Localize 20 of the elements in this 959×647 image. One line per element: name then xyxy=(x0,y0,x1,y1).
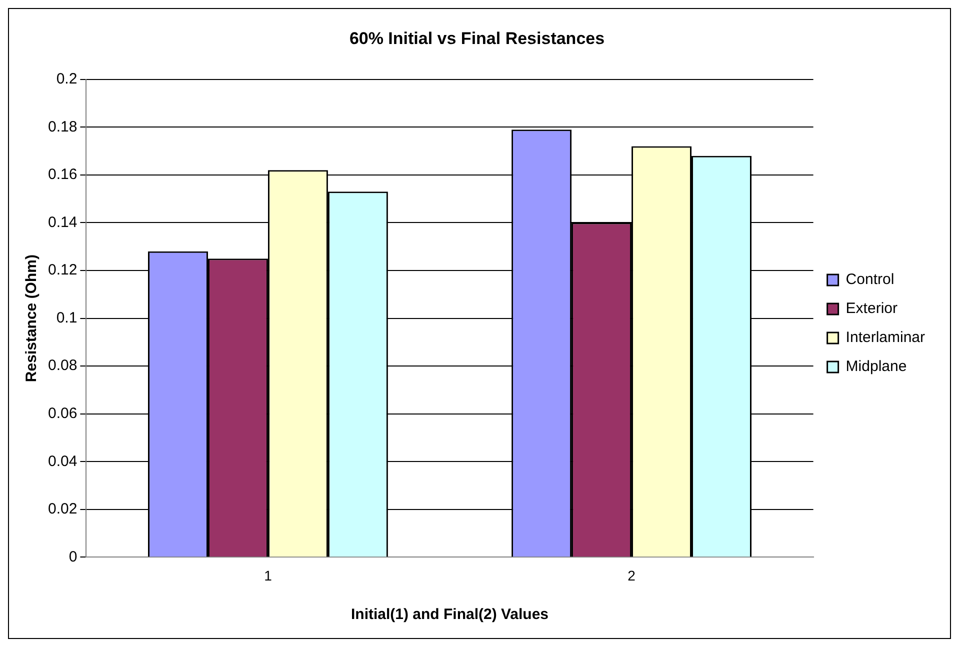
y-tick-label: 0.14 xyxy=(48,214,78,231)
chart-title: 60% Initial vs Final Resistances xyxy=(349,28,605,48)
y-tick-label: 0.18 xyxy=(48,118,78,136)
x-axis-title: Initial(1) and Final(2) Values xyxy=(350,606,549,624)
y-axis-title: Resistance (Ohm) xyxy=(23,254,40,382)
x-tick-label: 2 xyxy=(628,567,636,584)
y-tick-label: 0.12 xyxy=(48,262,78,279)
legend-label: Exterior xyxy=(846,300,898,318)
legend-label: Control xyxy=(846,271,894,288)
y-tick-label: 0.02 xyxy=(48,500,78,518)
y-tick-label: 0.06 xyxy=(48,405,78,422)
y-tick-label: 0.04 xyxy=(48,452,78,470)
legend-label: Midplane xyxy=(846,358,907,376)
x-tick-label: 1 xyxy=(264,567,272,584)
y-tick-label: 0.16 xyxy=(48,166,78,184)
y-tick-label: 0.2 xyxy=(56,70,78,88)
y-tick-label: 0.08 xyxy=(48,357,78,374)
y-tick-label: 0.1 xyxy=(56,309,78,326)
y-tick-label: 0 xyxy=(68,548,78,566)
legend-label: Interlaminar xyxy=(846,329,926,346)
